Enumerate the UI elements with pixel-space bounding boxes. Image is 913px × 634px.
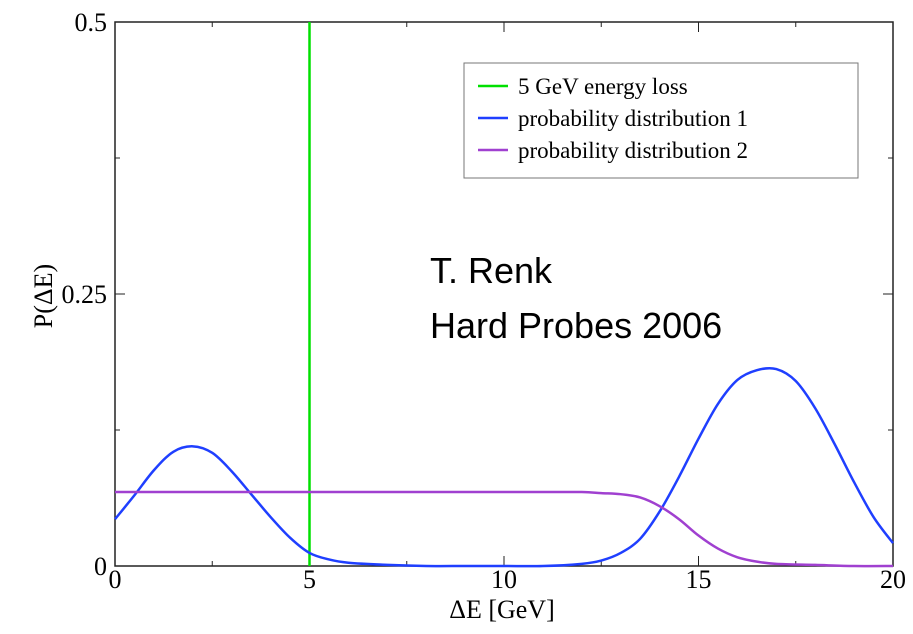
x-tick-label: 15 (686, 565, 712, 594)
legend-label: probability distribution 2 (518, 138, 748, 163)
x-tick-label: 0 (109, 565, 122, 594)
legend-label: 5 GeV energy loss (518, 74, 688, 99)
annotation-author: T. Renk (430, 250, 553, 291)
series-line-3 (115, 490, 894, 568)
annotation-conference: Hard Probes 2006 (430, 305, 722, 346)
y-tick-label: 0.5 (75, 8, 108, 37)
legend-box (463, 62, 859, 179)
series-layer (114, 22, 895, 568)
axis-tick-labels: 0 5 10 15 20 0 0.25 0.5 (62, 8, 907, 594)
y-tick-label: 0.25 (62, 280, 108, 309)
x-axis-label: ΔE [GeV] (449, 595, 555, 624)
x-tick-label: 5 (303, 565, 316, 594)
legend-label: probability distribution 1 (518, 106, 748, 131)
legend: 5 GeV energy loss probability distributio… (463, 62, 859, 179)
series-line-2 (114, 366, 895, 568)
y-axis-label: P(ΔE) (29, 264, 58, 328)
x-tick-label: 10 (491, 565, 517, 594)
legend-entries: 5 GeV energy loss probability distributio… (478, 74, 748, 163)
y-tick-label: 0 (94, 552, 107, 581)
x-tick-label: 20 (880, 565, 906, 594)
author-annotation: T. Renk Hard Probes 2006 (430, 250, 722, 346)
